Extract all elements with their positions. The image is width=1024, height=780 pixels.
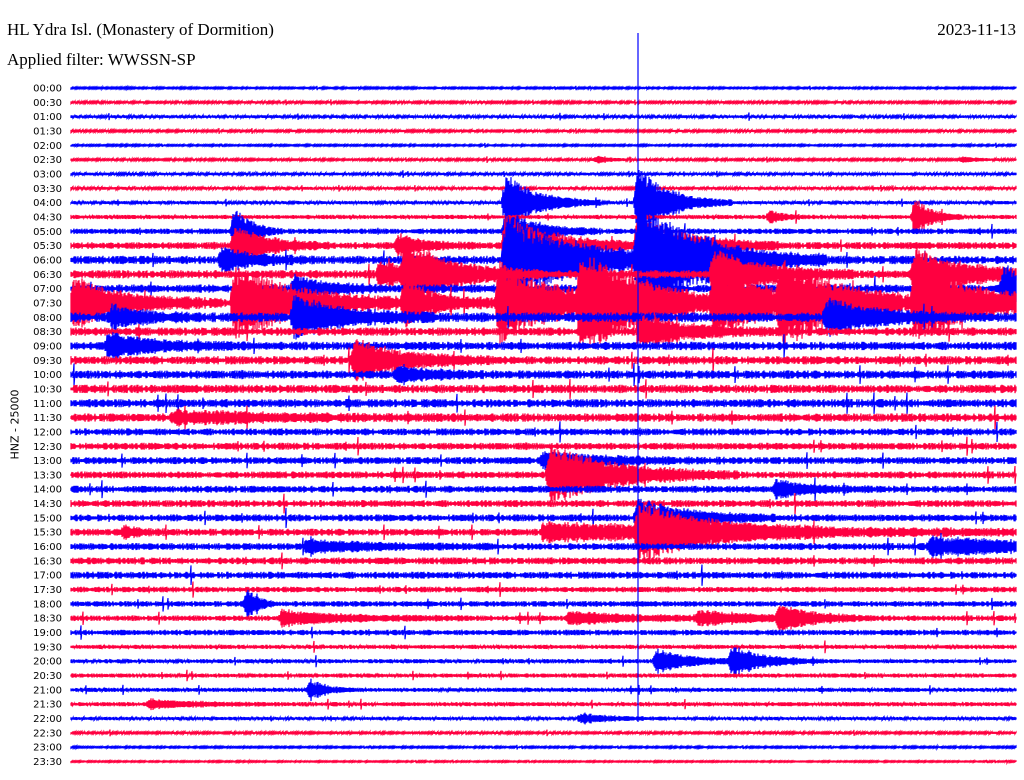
trace-row [70, 201, 1017, 233]
trace-row [70, 640, 1017, 654]
trace-row [70, 477, 1017, 501]
row-time-label: 21:00 [33, 685, 62, 696]
trace-row [70, 339, 1017, 382]
row-time-label: 01:30 [33, 126, 62, 137]
trace-row [70, 712, 1017, 725]
row-time-label: 03:00 [33, 169, 62, 180]
row-time-label: 19:00 [33, 628, 62, 639]
trace-row [70, 84, 1017, 92]
trace-row [70, 98, 1017, 106]
trace-row [70, 210, 1017, 252]
row-time-label: 11:00 [33, 399, 62, 410]
trace-row [70, 392, 1017, 414]
row-time-label: 15:00 [33, 513, 62, 524]
row-time-label: 08:30 [33, 327, 62, 338]
row-time-label: 04:30 [33, 212, 62, 223]
row-time-label: 05:00 [33, 227, 62, 238]
row-time-label: 12:00 [33, 427, 62, 438]
row-time-label: 18:30 [33, 614, 62, 625]
row-time-label: 15:30 [33, 528, 62, 539]
trace-row [70, 447, 1017, 503]
row-time-label: 13:00 [33, 456, 62, 467]
row-time-label: 00:30 [33, 98, 62, 109]
trace-row [70, 552, 1017, 570]
trace-row [70, 581, 1017, 598]
row-time-label: 23:30 [33, 757, 62, 768]
row-time-label: 22:00 [33, 714, 62, 725]
station-title: HL Ydra Isl. (Monastery of Dormition) [7, 20, 274, 39]
row-time-label: 09:00 [33, 341, 62, 352]
trace-row [70, 532, 1017, 561]
row-time-label: 01:00 [33, 112, 62, 123]
trace-row [70, 678, 1017, 702]
row-time-label: 09:30 [33, 356, 62, 367]
trace-row [70, 127, 1017, 135]
trace-row [70, 155, 1017, 164]
row-time-label: 22:30 [33, 728, 62, 739]
trace-row [70, 295, 1017, 340]
row-time-label: 03:30 [33, 184, 62, 195]
trace-row [70, 605, 1017, 631]
trace-row [70, 238, 1017, 310]
trace-row [70, 669, 1017, 682]
trace-row [70, 625, 1017, 640]
row-time-label: 06:30 [33, 270, 62, 281]
row-time-label: 06:00 [33, 255, 62, 266]
trace-row [70, 647, 1017, 676]
date-label: 2023-11-13 [937, 20, 1016, 39]
trace-row [70, 405, 1017, 430]
row-time-label: 02:30 [33, 155, 62, 166]
trace-row [70, 492, 1017, 515]
row-time-label: 12:30 [33, 442, 62, 453]
row-time-label: 13:30 [33, 470, 62, 481]
trace-row [70, 169, 1017, 236]
trace-row [70, 112, 1017, 121]
row-time-label: 08:00 [33, 313, 62, 324]
filter-label: Applied filter: WWSSN-SP [7, 50, 196, 69]
trace-row [70, 451, 1017, 470]
trace-row [70, 198, 1017, 322]
row-time-label: 18:00 [33, 599, 62, 610]
trace-row [70, 421, 1017, 443]
row-time-label: 02:00 [33, 141, 62, 152]
row-time-label: 07:00 [33, 284, 62, 295]
row-time-label: 04:00 [33, 198, 62, 209]
row-time-label: 16:30 [33, 556, 62, 567]
row-time-label: 17:30 [33, 585, 62, 596]
trace-row [70, 332, 1017, 360]
trace-row [70, 314, 1017, 349]
row-time-label: 23:00 [33, 743, 62, 754]
row-time-label: 19:30 [33, 642, 62, 653]
trace-row [70, 184, 1017, 193]
row-time-label: 17:00 [33, 571, 62, 582]
row-time-label: 20:00 [33, 657, 62, 668]
row-time-label: 10:00 [33, 370, 62, 381]
trace-row [70, 502, 1017, 563]
row-time-label: 21:30 [33, 700, 62, 711]
row-time-label: 10:30 [33, 384, 62, 395]
trace-row [70, 698, 1017, 711]
trace-row [70, 743, 1017, 752]
row-time-label: 14:30 [33, 499, 62, 510]
row-time-label: 11:30 [33, 413, 62, 424]
row-time-label: 07:30 [33, 298, 62, 309]
trace-row [70, 170, 1017, 178]
trace-row [70, 141, 1017, 149]
row-time-label: 20:30 [33, 671, 62, 682]
row-time-label: 14:00 [33, 485, 62, 496]
trace-row [70, 363, 1017, 387]
row-time-label: 00:00 [33, 84, 62, 95]
trace-row [70, 589, 1017, 618]
trace-row [70, 758, 1017, 766]
trace-row [70, 378, 1017, 399]
row-time-label: 16:00 [33, 542, 62, 553]
row-time-label: 05:30 [33, 241, 62, 252]
trace-row [70, 436, 1017, 456]
trace-row [70, 498, 1017, 537]
trace-row [70, 564, 1017, 586]
trace-row [70, 729, 1017, 737]
trace-row [70, 257, 1017, 349]
